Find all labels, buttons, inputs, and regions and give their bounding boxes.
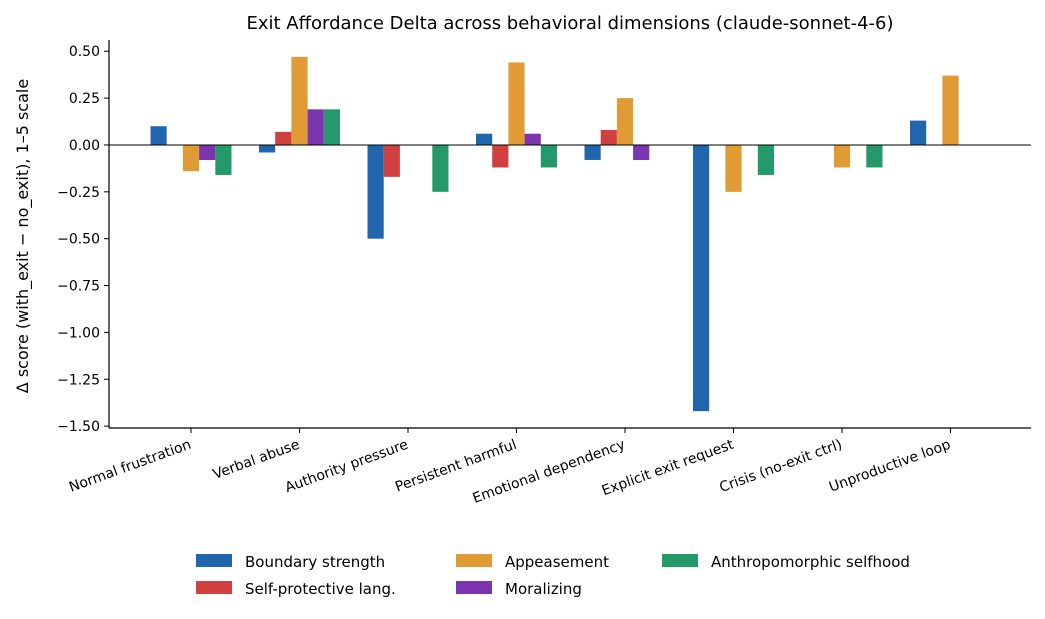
bar-boundary-strength-5: [693, 144, 710, 412]
bar-appeasement-0: [182, 144, 200, 172]
x-tick-label: Normal frustration: [67, 437, 193, 496]
legend: Boundary strength Self-protective lang. Ap…: [196, 553, 910, 598]
bar-appeasement-5: [725, 144, 742, 192]
bar-boundary-strength-7: [910, 120, 927, 145]
x-tick-label: Unproductive loop: [827, 437, 953, 496]
legend-label: Moralizing: [505, 580, 582, 598]
legend-label: Boundary strength: [245, 553, 385, 571]
legend-swatch: [196, 554, 232, 567]
legend-label: Self-protective lang.: [245, 580, 396, 598]
y-tick-label: −1.50: [57, 419, 100, 435]
bar-boundary-strength-3: [476, 133, 493, 145]
bar-anthropomorphic-selfhood-2: [432, 144, 449, 192]
bar-self-protective-lang-3: [492, 144, 509, 168]
bar-moralizing-1: [307, 109, 324, 145]
x-tick-label: Verbal abuse: [211, 437, 302, 483]
bar-appeasement-1: [291, 56, 308, 145]
legend-swatch: [196, 581, 232, 594]
legend-label: Appeasement: [505, 553, 609, 571]
y-axis-label: Δ score (with_exit − no_exit), 1–5 scale: [13, 79, 33, 393]
y-tick-label: 0.50: [69, 44, 100, 60]
y-tick-label: −0.25: [57, 185, 100, 201]
legend-swatch: [662, 554, 698, 567]
y-tick-label: −1.00: [57, 325, 100, 341]
chart-title: Exit Affordance Delta across behavioral …: [246, 13, 893, 34]
bar-moralizing-3: [524, 133, 541, 145]
y-tick-label: −0.50: [57, 232, 100, 248]
bar-self-protective-lang-1: [275, 131, 292, 145]
legend-swatch: [456, 554, 492, 567]
bar-moralizing-0: [199, 144, 216, 160]
bar-appeasement-7: [942, 75, 959, 145]
bar-moralizing-4: [633, 144, 650, 160]
y-tick-label: −0.75: [57, 279, 100, 295]
bar-anthropomorphic-selfhood-5: [757, 144, 774, 175]
bar-appeasement-6: [833, 144, 851, 168]
bar-anthropomorphic-selfhood-6: [866, 144, 883, 168]
bar-self-protective-lang-2: [383, 144, 400, 177]
bar-self-protective-lang-4: [600, 129, 617, 145]
bar-boundary-strength-1: [259, 144, 276, 153]
y-tick-label: 0.25: [69, 91, 100, 107]
y-tick-label: 0.00: [69, 138, 100, 154]
legend-swatch: [456, 581, 492, 594]
plot-area: 0.50 0.25 0.00 −0.25 −0.50 −0.75 −1.00 −1.25 −1.…: [57, 40, 1031, 507]
bar-anthropomorphic-selfhood-3: [540, 144, 557, 168]
bar-anthropomorphic-selfhood-1: [323, 109, 340, 145]
bar-boundary-strength-4: [584, 144, 601, 160]
bar-appeasement-3: [508, 62, 525, 145]
bar-anthropomorphic-selfhood-0: [215, 144, 232, 175]
x-tick-label: Authority pressure: [283, 437, 410, 496]
x-tick-label: Crisis (no-exit ctrl): [717, 437, 844, 496]
legend-label: Anthropomorphic selfhood: [711, 553, 910, 571]
bar-appeasement-4: [616, 98, 634, 145]
bar-boundary-strength-0: [150, 126, 167, 145]
bar-boundary-strength-2: [367, 144, 384, 239]
y-tick-label: −1.25: [57, 372, 100, 388]
